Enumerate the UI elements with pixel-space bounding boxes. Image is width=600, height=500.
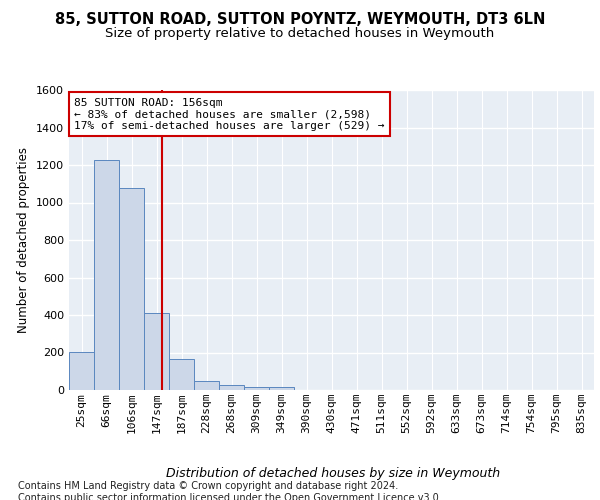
Y-axis label: Number of detached properties: Number of detached properties	[17, 147, 31, 333]
Bar	[144, 313, 169, 390]
Bar	[119, 188, 144, 390]
Bar	[244, 386, 269, 390]
Bar	[269, 388, 294, 390]
Bar	[194, 381, 219, 390]
Bar	[169, 360, 194, 390]
Text: Size of property relative to detached houses in Weymouth: Size of property relative to detached ho…	[106, 28, 494, 40]
Bar	[94, 160, 119, 390]
Text: 85, SUTTON ROAD, SUTTON POYNTZ, WEYMOUTH, DT3 6LN: 85, SUTTON ROAD, SUTTON POYNTZ, WEYMOUTH…	[55, 12, 545, 28]
Bar	[219, 385, 244, 390]
Text: 85 SUTTON ROAD: 156sqm
← 83% of detached houses are smaller (2,598)
17% of semi-: 85 SUTTON ROAD: 156sqm ← 83% of detached…	[74, 98, 385, 130]
Text: Distribution of detached houses by size in Weymouth: Distribution of detached houses by size …	[166, 468, 500, 480]
Bar	[69, 352, 94, 390]
Text: Contains HM Land Registry data © Crown copyright and database right 2024.
Contai: Contains HM Land Registry data © Crown c…	[18, 481, 442, 500]
